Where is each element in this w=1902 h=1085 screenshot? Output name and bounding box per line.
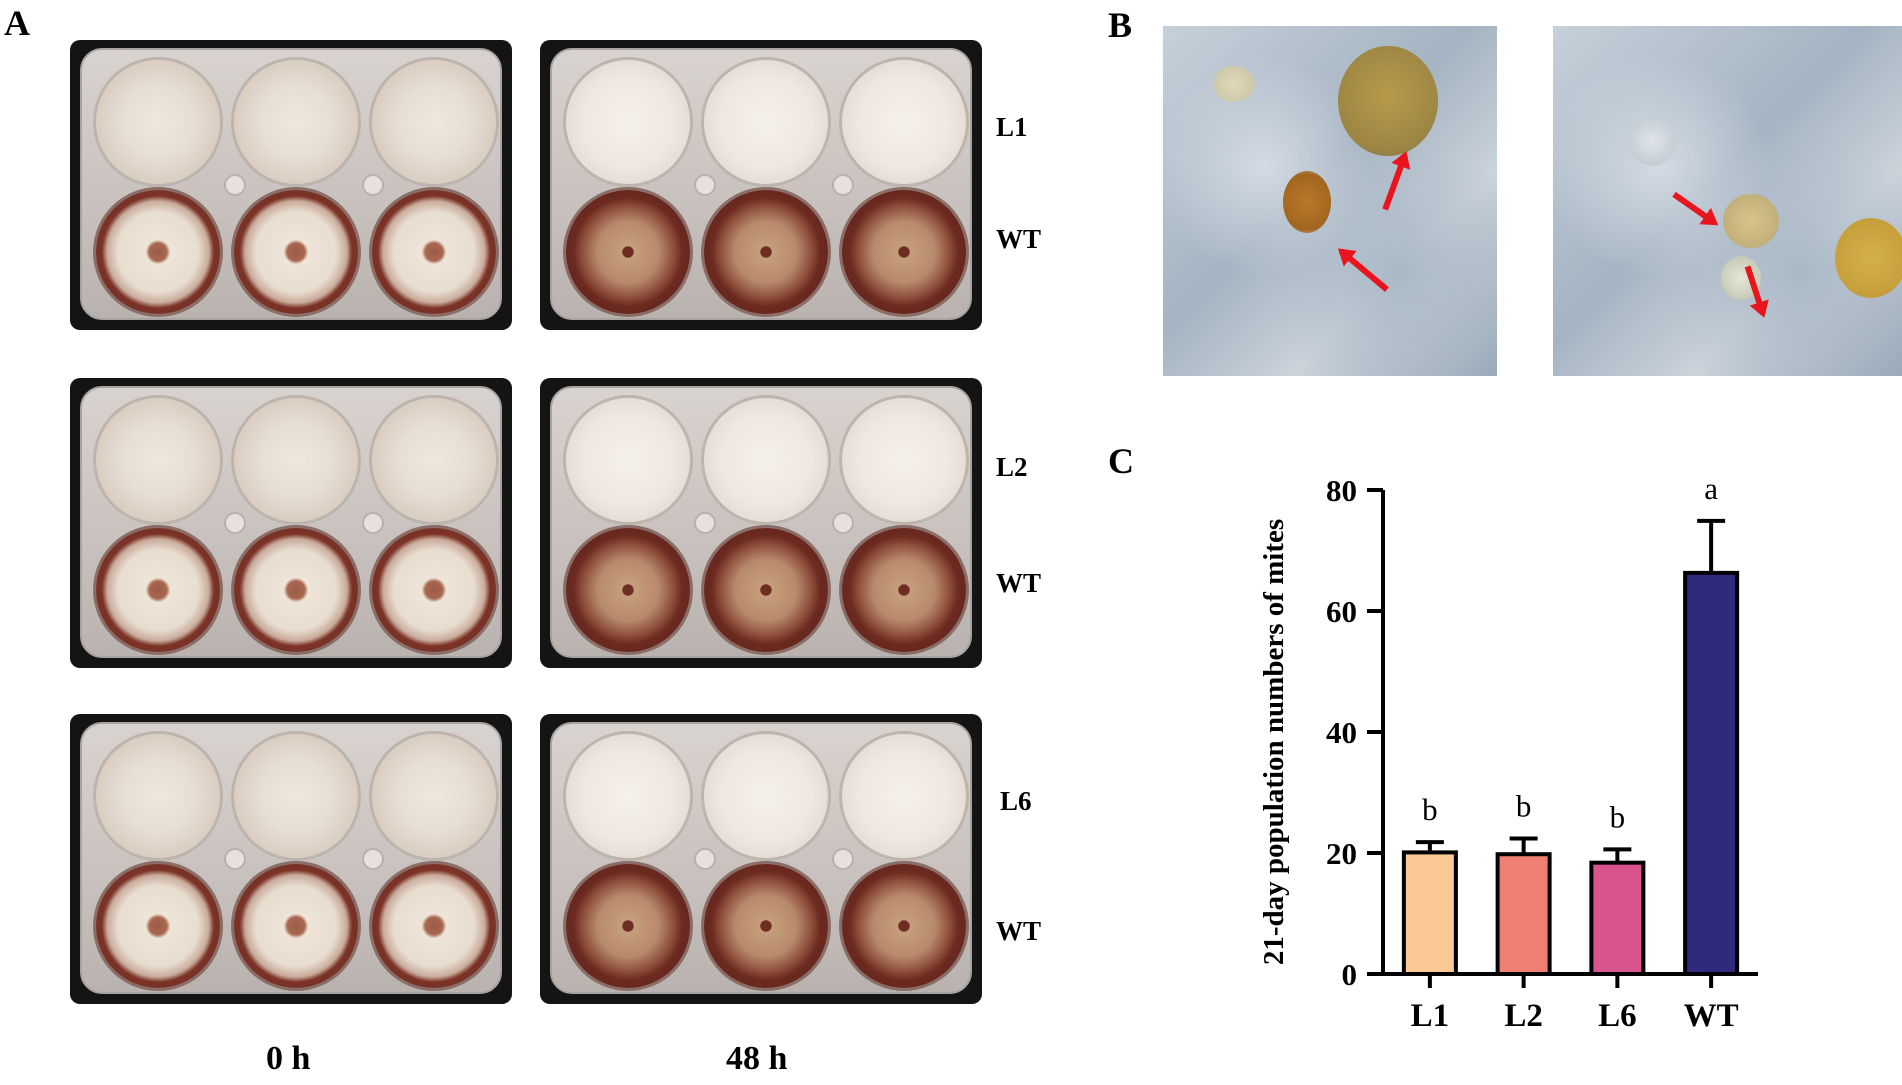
culture-well — [96, 190, 220, 314]
row-label-l1: L1 — [996, 112, 1028, 142]
culture-well — [234, 528, 358, 652]
culture-plate-photo — [540, 714, 982, 1004]
culture-well — [842, 734, 966, 858]
culture-well — [234, 398, 358, 522]
time-label-48h: 48 h — [726, 1040, 788, 1077]
panel-a-letter: A — [4, 3, 30, 43]
bar-l1 — [1401, 850, 1458, 977]
culture-plate-photo — [540, 378, 982, 668]
culture-well — [704, 398, 828, 522]
culture-well — [96, 734, 220, 858]
culture-well — [234, 864, 358, 988]
plate-hole — [694, 174, 716, 196]
culture-well — [372, 190, 496, 314]
plate-hole — [224, 512, 246, 534]
culture-plate-photo — [70, 714, 512, 1004]
red-arrow — [1339, 248, 1389, 292]
culture-well — [234, 190, 358, 314]
plate-hole — [362, 848, 384, 870]
significance-label: b — [1422, 792, 1438, 827]
plate-hole — [832, 512, 854, 534]
x-tick-label: L1 — [1411, 998, 1450, 1034]
culture-well — [96, 398, 220, 522]
culture-well — [96, 864, 220, 988]
time-label-0h: 0 h — [266, 1040, 311, 1077]
culture-well — [372, 398, 496, 522]
culture-well — [842, 60, 966, 184]
plate-hole — [694, 848, 716, 870]
culture-well — [96, 528, 220, 652]
bar-wt — [1683, 570, 1740, 976]
mite-bubble — [1628, 116, 1676, 166]
culture-plate-photo — [540, 40, 982, 330]
culture-well — [566, 528, 690, 652]
red-arrow — [1672, 191, 1717, 226]
plate-hole — [694, 512, 716, 534]
culture-well — [566, 734, 690, 858]
y-tick-label: 60 — [1326, 594, 1357, 629]
culture-well — [234, 60, 358, 184]
culture-well — [372, 528, 496, 652]
mite-small-tan — [1723, 194, 1779, 248]
plate-hole — [224, 174, 246, 196]
plate-hole — [362, 174, 384, 196]
bar-l6 — [1589, 860, 1646, 976]
y-tick-label: 40 — [1326, 715, 1357, 750]
culture-well — [372, 60, 496, 184]
culture-well — [704, 60, 828, 184]
significance-label: b — [1610, 799, 1626, 834]
culture-well — [704, 734, 828, 858]
mite-pale — [1213, 66, 1255, 102]
row-label-l2: L2 — [996, 452, 1028, 482]
row-label-wt-3: WT — [996, 916, 1042, 946]
culture-well — [372, 734, 496, 858]
y-tick-label: 20 — [1326, 836, 1357, 871]
plate-hole — [832, 848, 854, 870]
culture-well — [842, 528, 966, 652]
culture-plate-photo — [70, 40, 512, 330]
culture-well — [704, 190, 828, 314]
culture-well — [842, 398, 966, 522]
panel-b-letter: B — [1108, 5, 1133, 45]
x-tick-label: WT — [1684, 998, 1739, 1034]
x-tick-label: L2 — [1504, 998, 1543, 1034]
culture-plate-photo — [70, 378, 512, 668]
mite-photo-left — [1163, 26, 1497, 376]
y-tick-label: 0 — [1342, 957, 1358, 992]
culture-well — [372, 864, 496, 988]
culture-well — [96, 60, 220, 184]
culture-well — [842, 864, 966, 988]
row-label-wt-2: WT — [996, 568, 1042, 598]
culture-well — [566, 398, 690, 522]
panel-c-letter: C — [1108, 441, 1134, 481]
x-tick-label: L6 — [1598, 998, 1637, 1034]
y-axis-label: 21-day population numbers of mites — [1258, 519, 1290, 965]
y-tick-label: 80 — [1326, 473, 1357, 508]
culture-well — [566, 864, 690, 988]
plate-hole — [832, 174, 854, 196]
mite-yellow — [1835, 218, 1902, 298]
culture-well — [842, 190, 966, 314]
significance-label: a — [1704, 471, 1718, 506]
red-arrow — [1382, 153, 1408, 211]
mite-small-brown — [1283, 171, 1331, 233]
culture-well — [704, 528, 828, 652]
bar-l2 — [1495, 852, 1552, 977]
mite-photo-right — [1553, 26, 1902, 376]
row-label-l6: L6 — [1000, 786, 1032, 816]
culture-well — [704, 864, 828, 988]
mite-large-egg — [1338, 46, 1438, 156]
culture-well — [566, 190, 690, 314]
plate-hole — [362, 512, 384, 534]
significance-label: b — [1516, 788, 1532, 823]
row-label-wt-1: WT — [996, 224, 1042, 254]
culture-well — [566, 60, 690, 184]
plate-hole — [224, 848, 246, 870]
culture-well — [234, 734, 358, 858]
